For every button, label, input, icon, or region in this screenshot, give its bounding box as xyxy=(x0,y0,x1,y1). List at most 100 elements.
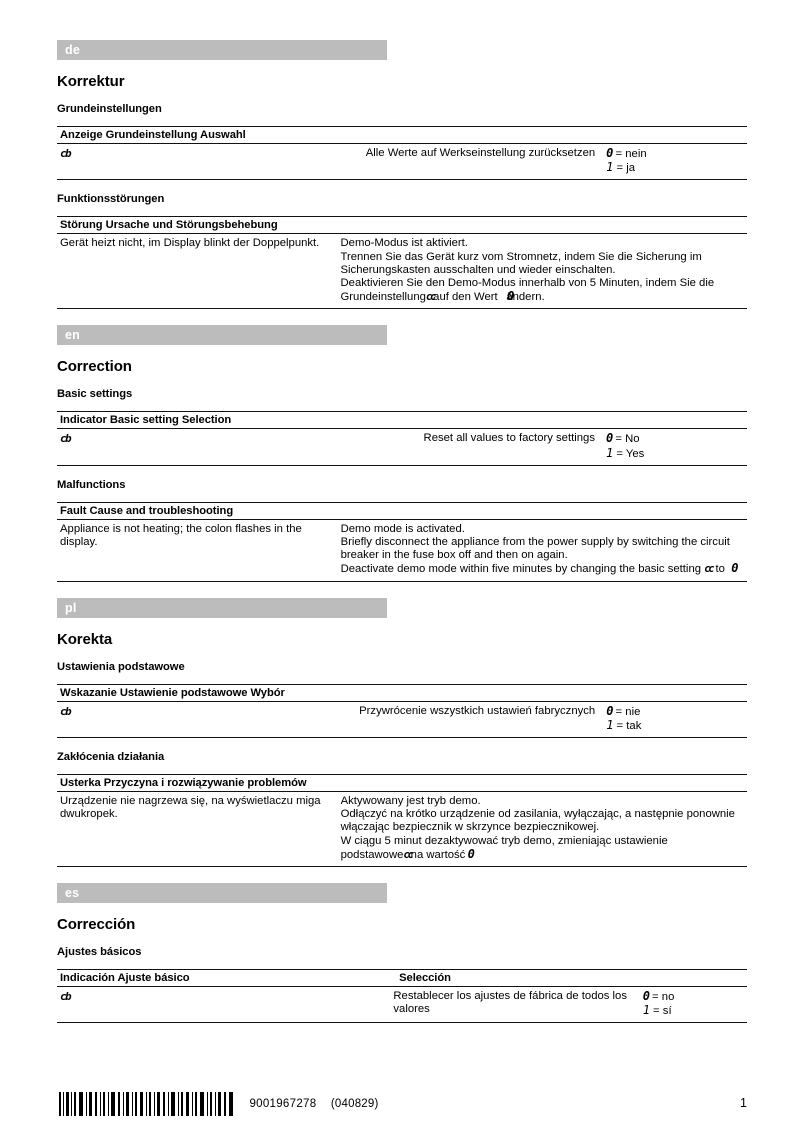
table-row: Urządzenie nie nagrzewa się, na wyświetl… xyxy=(57,791,747,868)
option-one-label: ja xyxy=(626,162,636,175)
option-zero-row: 0 = no xyxy=(642,989,747,1004)
remedy-prefix: Deaktivieren Sie den Demo-Modus innerhal… xyxy=(340,277,715,304)
option-one-equals: = xyxy=(649,1005,663,1018)
setting-text: Restablecer los ajustes de fábrica de to… xyxy=(393,990,627,1016)
table-header-row: Indicator Basic setting Selection xyxy=(57,411,747,430)
subtitle-malfunctions-pl: Zakłócenia działania xyxy=(57,751,165,764)
table-row: cb Przywrócenie wszystkich ustawień fabr… xyxy=(57,701,747,739)
indicator-cell-es: cb xyxy=(57,986,208,1024)
option-one-row: 1 = ja xyxy=(606,161,747,175)
cause-cell-de: Demo-Modus ist aktiviert. Trennen Sie da… xyxy=(337,233,748,310)
option-zero-label: No xyxy=(625,433,640,446)
display-symbol-cc: cc xyxy=(403,848,414,861)
option-zero-equals: = xyxy=(612,433,626,446)
option-one-row: 1 = Yes xyxy=(606,446,747,461)
section-title-pl: Korekta xyxy=(57,630,113,648)
display-digit-zero: 0 xyxy=(606,703,613,718)
cause-line-2: Odłączyć na krótko urządzenie od zasilan… xyxy=(340,808,735,834)
malfunctions-table-header-en: Fault Cause and troubleshooting xyxy=(57,501,747,520)
subtitle-malfunctions-en: Malfunctions xyxy=(57,478,126,491)
option-zero-row: 0 = nein xyxy=(606,146,747,161)
table-row: Appliance is not heating; the colon flas… xyxy=(57,519,747,582)
cause-cell-pl: Aktywowany jest tryb demo. Odłączyć na k… xyxy=(337,791,747,868)
footer-part-number: 9001967278 xyxy=(249,1098,317,1110)
barcode-image xyxy=(57,1092,235,1116)
language-band-en: en xyxy=(57,325,387,346)
settings-table-de: Anzeige Grundeinstellung Auswahl cb Alle… xyxy=(57,126,747,181)
page-number: 1 xyxy=(740,1096,747,1110)
indicator-cell-pl: cb xyxy=(57,701,253,739)
option-one-label: tak xyxy=(626,719,642,732)
setting-cell-de: Alle Werte auf Werkseinstellung zurückse… xyxy=(252,143,604,181)
page-footer: 9001967278 (040829) 1 xyxy=(57,1092,747,1126)
setting-text: Alle Werte auf Werkseinstellung zurückse… xyxy=(365,147,596,159)
malfunctions-table-header-pl: Usterka Przyczyna i rozwiązywanie proble… xyxy=(57,774,747,793)
malfunctions-table-en: Fault Cause and troubleshooting Applianc… xyxy=(57,501,747,582)
option-one-equals: = xyxy=(613,719,627,732)
display-digit-zero: 0 xyxy=(731,561,738,576)
cause-line-1: Demo mode is activated. xyxy=(340,522,465,535)
table-row: cb Reset all values to factory settings … xyxy=(57,428,747,466)
fault-cell-en: Appliance is not heating; the colon flas… xyxy=(57,519,338,582)
footer-date-code: (040829) xyxy=(330,1098,379,1110)
selection-cell-pl: 0 = nie 1 = tak xyxy=(603,701,747,739)
settings-table-header-pl: Wskazanie Ustawienie podstawowe Wybór xyxy=(57,683,747,702)
table-row: Gerät heizt nicht, im Display blinkt der… xyxy=(57,233,748,310)
malfunctions-table-pl: Usterka Przyczyna i rozwiązywanie proble… xyxy=(57,774,747,868)
display-symbol-cb: cb xyxy=(60,990,72,1004)
settings-table-header-right-es xyxy=(639,969,747,988)
option-zero-equals: = xyxy=(648,991,662,1004)
settings-table-header-left-es: Indicación Ajuste básico xyxy=(57,969,208,988)
remedy-line-en: Deactivate demo mode within five minutes… xyxy=(341,562,747,576)
option-zero-row: 0 = No xyxy=(606,432,747,446)
table-row: cb Alle Werte auf Werkseinstellung zurüc… xyxy=(57,143,747,181)
settings-table-header-en: Indicator Basic setting Selection xyxy=(57,411,747,430)
subtitle-basic-settings-en: Basic settings xyxy=(57,388,133,401)
display-symbol-cc: cc xyxy=(704,563,715,576)
display-digit-one: 1 xyxy=(606,717,614,732)
remedy-prefix: Deactivate demo mode within five minutes… xyxy=(340,563,702,576)
indicator-cell-de: cb xyxy=(57,143,253,181)
option-one-equals: = xyxy=(613,447,626,460)
remedy-line-de: Deaktivieren Sie den Demo-Modus innerhal… xyxy=(341,277,748,304)
table-row: cb Restablecer los ajustes de fábrica de… xyxy=(57,986,747,1024)
option-one-label: Yes xyxy=(625,447,645,460)
settings-table-header-center-es: Selección xyxy=(207,969,640,988)
section-title-de: Korrektur xyxy=(57,73,125,90)
display-digit-zero: 0 xyxy=(507,289,514,304)
table-header-row: Indicación Ajuste básico Selección xyxy=(57,969,747,988)
subtitle-malfunctions-de: Funktionsstörungen xyxy=(57,193,165,206)
option-zero-label: nie xyxy=(625,705,641,718)
setting-text: Przywrócenie wszystkich ustawień fabrycz… xyxy=(359,704,596,717)
language-band-pl: pl xyxy=(57,597,387,618)
cause-line-1: Demo-Modus ist aktiviert. xyxy=(340,237,468,250)
option-zero-label: nein xyxy=(625,148,647,160)
selection-cell-en: 0 = No 1 = Yes xyxy=(602,428,747,466)
display-symbol-cc: cc xyxy=(425,291,437,304)
fault-cell-de: Gerät heizt nicht, im Display blinkt der… xyxy=(57,233,338,310)
display-digit-zero: 0 xyxy=(606,146,613,160)
remedy-middle: na wartość . xyxy=(410,848,472,861)
display-symbol-cb: cb xyxy=(60,432,72,446)
subtitle-basic-settings-de: Grundeinstellungen xyxy=(57,103,162,115)
malfunctions-table-header-de: Störung Ursache und Störungsbehebung xyxy=(57,216,747,235)
remedy-middle: to xyxy=(715,563,725,576)
cause-cell-en: Demo mode is activated. Briefly disconne… xyxy=(337,519,747,582)
table-header-row: Anzeige Grundeinstellung Auswahl xyxy=(57,126,747,144)
display-digit-zero: 0 xyxy=(642,989,650,1004)
subtitle-basic-settings-es: Ajustes básicos xyxy=(57,946,142,959)
display-digit-one: 1 xyxy=(642,1003,650,1018)
cause-line-1: Aktywowany jest tryb demo. xyxy=(340,795,481,808)
setting-cell-en: Reset all values to factory settings xyxy=(252,428,603,466)
language-band-de: de xyxy=(57,40,387,60)
option-zero-row: 0 = nie xyxy=(606,703,747,719)
settings-table-es: Indicación Ajuste básico Selección cb Re… xyxy=(57,969,747,1024)
section-title-es: Corrección xyxy=(57,916,136,934)
setting-text: Reset all values to factory settings xyxy=(423,432,595,445)
section-title-en: Correction xyxy=(57,358,132,376)
settings-table-pl: Wskazanie Ustawienie podstawowe Wybór cb… xyxy=(57,683,747,739)
cause-line-2: Trennen Sie das Gerät kurz vom Stromnetz… xyxy=(340,250,702,276)
table-header-row: Störung Ursache und Störungsbehebung xyxy=(57,216,747,235)
option-one-label: sí xyxy=(662,1005,672,1018)
